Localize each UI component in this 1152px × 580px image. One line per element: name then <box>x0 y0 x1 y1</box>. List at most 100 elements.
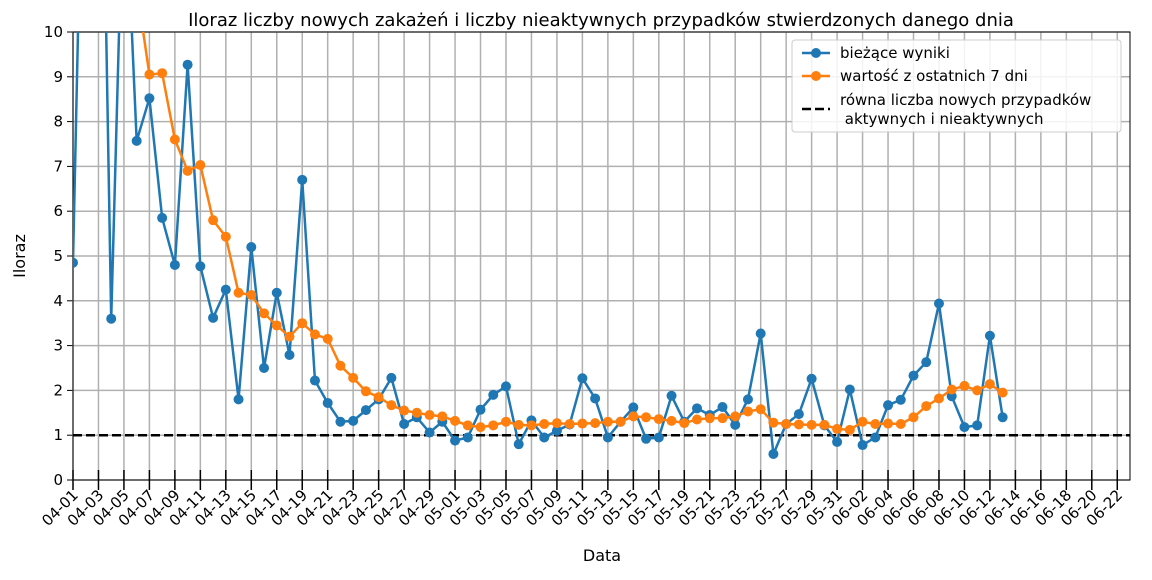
data-point <box>793 409 804 420</box>
data-point <box>577 373 588 384</box>
y-tick-label: 1 <box>53 426 63 444</box>
data-point <box>399 405 410 416</box>
data-point <box>373 392 384 403</box>
data-point <box>195 261 206 272</box>
data-point <box>870 432 881 443</box>
data-point <box>628 402 639 413</box>
data-point <box>742 394 753 405</box>
data-point <box>615 416 626 427</box>
data-point <box>564 419 575 429</box>
data-point <box>208 215 219 226</box>
x-axis-label: Data <box>583 546 621 565</box>
data-point <box>895 419 906 429</box>
data-point <box>424 410 435 421</box>
data-point <box>628 411 639 422</box>
data-point <box>692 403 703 414</box>
data-point <box>717 401 728 412</box>
data-point <box>462 420 473 431</box>
data-point <box>157 212 168 223</box>
data-point <box>220 231 231 242</box>
data-point <box>271 287 282 298</box>
data-point <box>259 308 270 319</box>
data-point <box>399 419 410 429</box>
data-point <box>131 135 142 146</box>
data-point <box>806 419 817 430</box>
data-point <box>921 401 932 412</box>
data-point <box>513 439 524 450</box>
data-point <box>437 411 448 422</box>
legend-marker <box>811 71 821 81</box>
y-tick-label: 9 <box>53 68 63 86</box>
data-point <box>500 381 511 392</box>
legend-label: równa liczba nowych przypadków aktywnych… <box>840 91 1091 128</box>
y-tick-label: 2 <box>53 381 63 399</box>
data-point <box>641 412 652 423</box>
data-point <box>297 174 308 185</box>
data-point <box>386 400 397 411</box>
data-point <box>284 350 295 361</box>
legend-label: bieżące wyniki <box>840 44 950 62</box>
data-point <box>526 420 537 431</box>
data-point <box>246 242 257 253</box>
data-point <box>883 400 894 411</box>
data-point <box>895 394 906 405</box>
data-point <box>832 423 843 434</box>
data-point <box>450 435 461 446</box>
data-point <box>462 432 473 443</box>
data-point <box>844 424 855 435</box>
data-point <box>182 165 193 176</box>
data-point <box>348 415 359 426</box>
data-point <box>666 390 677 401</box>
data-point <box>360 405 371 416</box>
data-point <box>933 393 944 404</box>
data-point <box>844 384 855 395</box>
data-point <box>857 440 868 451</box>
data-point <box>335 416 346 427</box>
data-point <box>577 418 588 429</box>
data-point <box>755 328 766 339</box>
data-point <box>959 380 970 391</box>
data-point <box>169 134 180 145</box>
data-point <box>488 389 499 400</box>
data-point <box>653 432 664 443</box>
y-tick-label: 0 <box>53 471 63 489</box>
data-point <box>959 422 970 433</box>
data-point <box>832 436 843 447</box>
y-tick-label: 7 <box>53 157 63 175</box>
data-point <box>157 68 168 79</box>
data-point <box>793 419 804 430</box>
data-point <box>309 375 320 386</box>
data-point <box>271 320 282 331</box>
data-point <box>781 419 792 429</box>
data-point <box>246 289 257 300</box>
data-point <box>233 394 244 405</box>
data-point <box>500 416 511 427</box>
data-point <box>857 416 868 427</box>
data-point <box>195 160 206 171</box>
data-point <box>551 425 562 436</box>
data-point <box>539 432 550 443</box>
data-point <box>768 449 779 460</box>
data-point <box>730 411 741 422</box>
data-point <box>513 419 524 430</box>
data-point <box>297 318 308 329</box>
data-point <box>641 433 652 444</box>
data-point <box>284 331 295 342</box>
data-point <box>602 432 613 443</box>
data-point <box>908 370 919 381</box>
data-point <box>692 414 703 425</box>
data-point <box>259 363 270 373</box>
data-point <box>908 412 919 423</box>
data-point <box>590 418 601 429</box>
data-point <box>348 372 359 383</box>
data-point <box>730 419 741 430</box>
data-point <box>488 420 499 431</box>
y-tick-label: 5 <box>53 247 63 265</box>
data-point <box>144 93 155 104</box>
data-point <box>704 413 715 424</box>
data-point <box>742 406 753 417</box>
data-point <box>984 379 995 390</box>
data-point <box>590 393 601 404</box>
data-point <box>475 422 486 433</box>
